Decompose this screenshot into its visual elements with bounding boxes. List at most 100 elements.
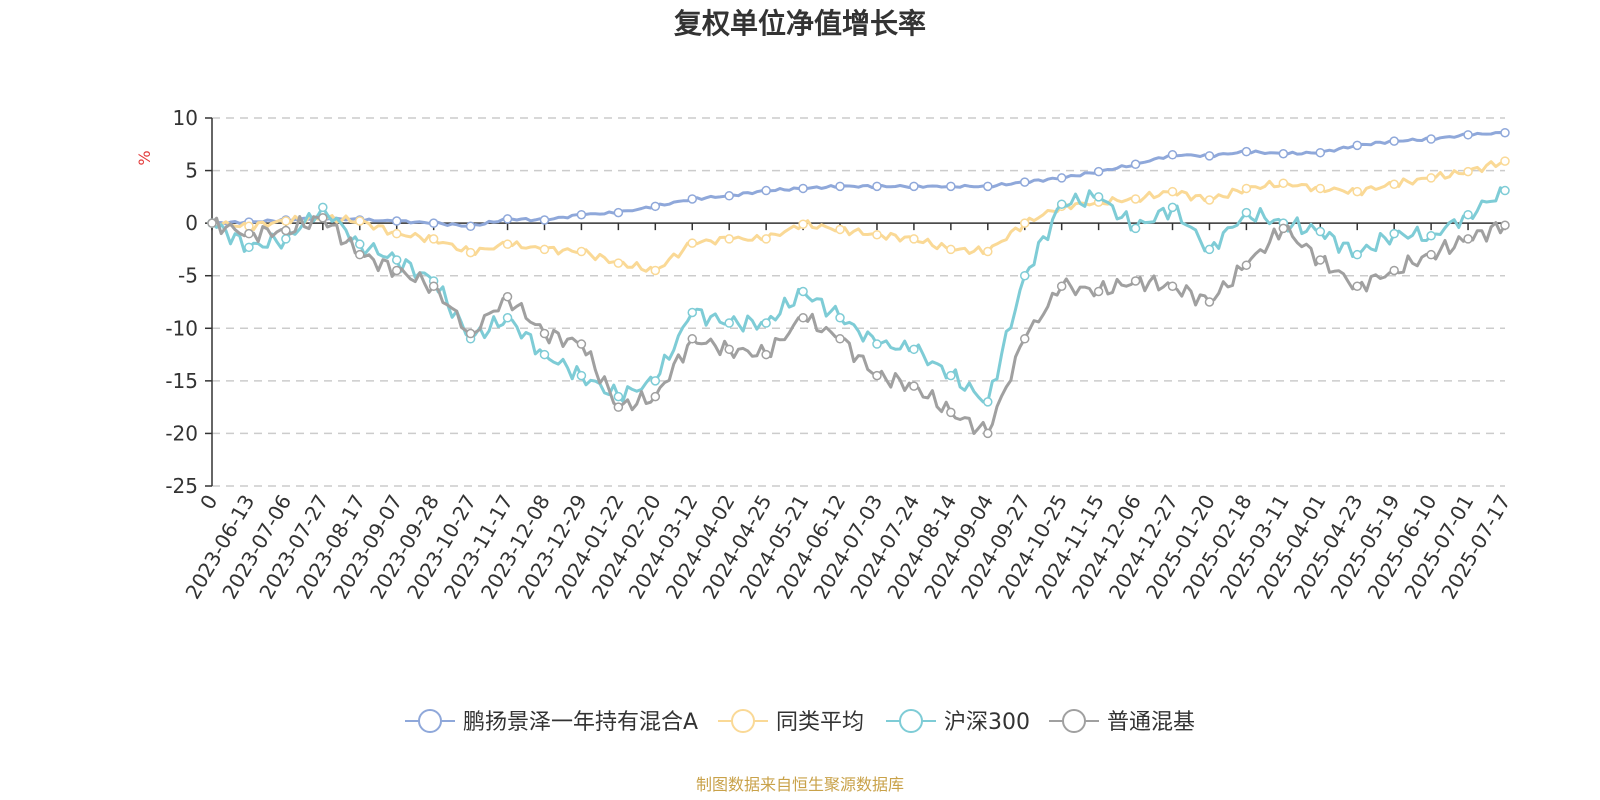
data-point xyxy=(539,244,550,255)
data-point xyxy=(909,381,919,391)
data-point xyxy=(761,185,771,196)
data-point xyxy=(502,291,513,302)
data-point xyxy=(1019,218,1030,228)
data-point xyxy=(1500,220,1510,230)
data-point xyxy=(983,397,993,407)
legend-item-1[interactable]: 同类平均 xyxy=(718,709,864,735)
y-tick-label: -10 xyxy=(165,316,198,340)
legend-item-3[interactable]: 普通混基 xyxy=(1049,709,1195,735)
data-point xyxy=(1093,286,1104,297)
data-point xyxy=(207,218,217,228)
data-point xyxy=(355,249,365,260)
y-axis-unit: % xyxy=(135,150,154,165)
data-point xyxy=(872,339,882,349)
legend-symbol-circle xyxy=(731,709,755,733)
data-point xyxy=(983,428,993,439)
data-point xyxy=(761,349,771,360)
data-point xyxy=(539,328,550,339)
data-point xyxy=(1056,281,1067,291)
data-point xyxy=(1500,185,1510,196)
data-point xyxy=(1130,194,1141,204)
data-point xyxy=(835,224,845,235)
data-point xyxy=(281,234,291,244)
legend-item-0[interactable]: 鹏扬景泽一年持有混合A xyxy=(405,709,698,735)
data-point xyxy=(1389,265,1399,276)
data-point xyxy=(946,181,956,192)
data-point xyxy=(1167,202,1178,213)
data-point xyxy=(835,334,845,344)
data-point xyxy=(835,181,845,192)
data-point xyxy=(872,181,882,192)
y-tick-label: 0 xyxy=(185,211,198,235)
data-point xyxy=(946,407,956,418)
data-point xyxy=(281,216,291,226)
data-point xyxy=(687,194,698,204)
data-point xyxy=(539,349,550,360)
data-point xyxy=(1463,166,1473,177)
data-point xyxy=(909,234,919,244)
data-point xyxy=(355,239,365,249)
y-tick-label: -5 xyxy=(178,264,198,288)
data-point xyxy=(724,191,734,201)
data-point xyxy=(798,219,808,229)
data-point xyxy=(428,218,439,228)
data-point xyxy=(1278,223,1289,234)
data-point xyxy=(613,391,624,402)
data-point xyxy=(391,216,402,226)
x-tick-label: 0 xyxy=(195,491,222,514)
legend[interactable]: 鹏扬景泽一年持有混合A 同类平均 沪深300 普通混基 xyxy=(405,709,1195,735)
data-point xyxy=(1389,228,1399,239)
data-point xyxy=(318,202,328,213)
data-point xyxy=(613,402,624,412)
data-point xyxy=(1500,127,1510,138)
data-point xyxy=(1019,270,1030,281)
data-point xyxy=(946,370,956,381)
series-layer xyxy=(207,127,1510,439)
y-tick-label: -20 xyxy=(165,421,198,445)
data-point xyxy=(1130,276,1141,286)
y-tick-label: -15 xyxy=(165,369,198,393)
legend-item-2[interactable]: 沪深300 xyxy=(886,709,1030,735)
data-point xyxy=(1130,223,1141,234)
data-point xyxy=(724,234,734,244)
data-point xyxy=(1130,159,1141,170)
data-point xyxy=(1278,148,1289,159)
legend-label: 沪深300 xyxy=(944,710,1030,735)
data-point xyxy=(761,318,771,328)
data-point xyxy=(872,229,882,240)
data-point xyxy=(798,313,808,323)
data-point xyxy=(1389,179,1399,189)
data-point xyxy=(576,370,587,381)
legend-symbol-circle xyxy=(1062,709,1086,733)
data-point xyxy=(1204,151,1215,161)
data-point xyxy=(1315,255,1326,265)
data-point xyxy=(1500,156,1510,166)
data-point xyxy=(1315,226,1326,237)
legend-label: 普通混基 xyxy=(1107,710,1195,735)
data-point xyxy=(1204,244,1215,255)
grid xyxy=(212,117,1505,487)
data-point xyxy=(428,281,439,291)
data-point xyxy=(983,246,993,257)
data-point xyxy=(1093,192,1104,202)
data-point xyxy=(1278,178,1289,188)
data-point xyxy=(1426,134,1436,144)
data-point xyxy=(502,313,513,323)
data-point xyxy=(539,215,550,225)
data-point xyxy=(1463,234,1473,244)
data-point xyxy=(761,234,771,244)
data-point xyxy=(1019,334,1030,344)
y-tick-label: 5 xyxy=(185,159,198,183)
data-point xyxy=(724,344,734,355)
data-point xyxy=(909,344,919,355)
data-point xyxy=(1204,195,1215,205)
data-point xyxy=(724,318,734,328)
data-point xyxy=(355,216,365,226)
data-point xyxy=(1463,209,1473,220)
data-point xyxy=(391,255,402,265)
data-point xyxy=(1315,147,1326,158)
data-point xyxy=(687,307,698,318)
data-point xyxy=(613,207,624,218)
legend-symbol-circle xyxy=(418,709,442,733)
